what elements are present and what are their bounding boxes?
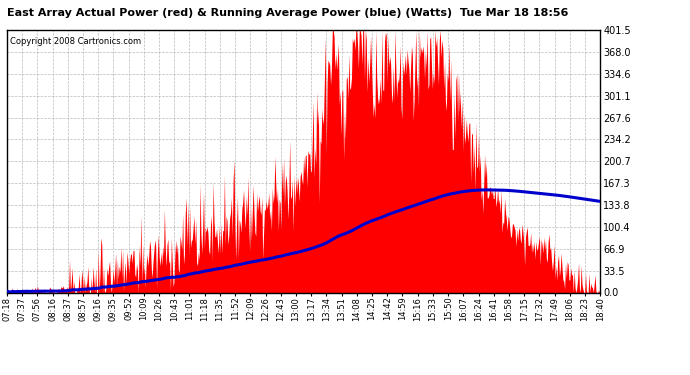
Text: East Array Actual Power (red) & Running Average Power (blue) (Watts)  Tue Mar 18: East Array Actual Power (red) & Running … [7, 8, 569, 18]
Text: Copyright 2008 Cartronics.com: Copyright 2008 Cartronics.com [10, 37, 141, 46]
